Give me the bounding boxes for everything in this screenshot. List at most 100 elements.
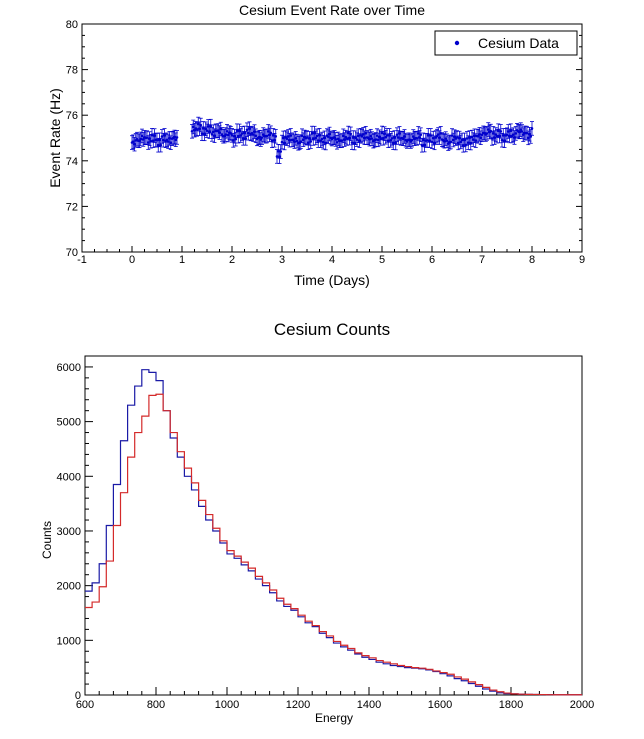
rate-data-point — [354, 136, 358, 140]
rate-data-point — [364, 131, 368, 135]
rate-data-point — [410, 138, 414, 142]
rate-data-point — [138, 139, 141, 143]
rate-legend-marker — [454, 40, 460, 46]
rate-data-point — [198, 127, 201, 131]
rate-data-point — [289, 134, 293, 137]
rate-data-point — [361, 133, 365, 136]
rate-data-point — [505, 133, 509, 137]
rate-data-point — [476, 134, 480, 138]
rate-data-point — [218, 131, 221, 134]
rate-data-point — [353, 141, 356, 145]
rate-data-point — [463, 138, 466, 142]
rate-data-point — [340, 139, 344, 142]
rate-x-tick-label: 8 — [529, 254, 535, 266]
rate-data-point — [495, 134, 499, 138]
rate-data-point — [418, 136, 421, 139]
counts-y-tick-label: 5000 — [57, 417, 81, 429]
rate-data-point — [381, 136, 385, 140]
rate-data-point — [314, 136, 318, 140]
rate-data-point — [150, 133, 154, 137]
rate-data-point — [253, 130, 256, 133]
rate-data-point — [526, 136, 530, 140]
rate-data-point — [279, 150, 283, 153]
rate-data-point — [469, 141, 473, 145]
rate-data-point — [311, 137, 315, 140]
rate-data-point — [430, 140, 434, 144]
counts-plot-frame — [84, 355, 583, 696]
rate-x-tick-label: 4 — [329, 254, 335, 266]
rate-data-point — [385, 134, 389, 137]
rate-data-point — [380, 131, 384, 135]
rate-data-point — [514, 132, 518, 135]
rate-data-point — [474, 139, 478, 142]
rate-data-point — [343, 138, 346, 141]
counts-y-tick-label: 4000 — [57, 471, 81, 483]
rate-data-point — [326, 135, 330, 138]
rate-data-point — [498, 134, 501, 138]
counts-chart-title: Cesium Counts — [274, 320, 390, 339]
rate-data-point — [386, 139, 390, 143]
rate-data-point — [443, 139, 446, 143]
rate-data-point — [368, 137, 371, 141]
rate-data-point — [219, 127, 223, 131]
rate-x-tick-label: 0 — [129, 254, 135, 266]
rate-data-point — [204, 127, 208, 131]
rate-data-point — [208, 130, 211, 133]
rate-data-point — [333, 136, 336, 139]
rate-y-tick-label: 76 — [66, 110, 78, 122]
rate-data-point — [201, 127, 205, 130]
rate-data-point — [146, 141, 150, 144]
rate-data-point — [445, 139, 449, 143]
rate-data-point — [345, 137, 349, 140]
rate-data-point — [168, 137, 171, 140]
rate-data-point — [389, 138, 393, 142]
rate-data-point — [235, 129, 239, 133]
rate-data-point — [423, 143, 426, 147]
rate-data-point — [225, 129, 229, 133]
rate-data-point — [174, 138, 178, 142]
rate-data-point — [383, 132, 386, 135]
rate-data-point — [393, 136, 396, 139]
rate-data-point — [420, 143, 424, 147]
rate-legend: Cesium Data — [434, 30, 578, 56]
rate-y-axis-title: Event Rate (Hz) — [47, 88, 63, 188]
rate-data-point — [246, 131, 250, 135]
rate-data-point — [465, 137, 469, 140]
rate-data-point — [455, 136, 459, 139]
rate-data-point — [480, 133, 484, 137]
rate-data-point — [346, 131, 350, 135]
rate-data-point — [501, 134, 505, 137]
rate-data-point — [411, 135, 415, 138]
rate-data-point — [473, 134, 476, 138]
rate-data-point — [305, 136, 309, 139]
rate-x-tick-label: 7 — [479, 254, 485, 266]
rate-data-point — [280, 140, 284, 144]
rate-data-point — [163, 134, 166, 137]
rate-data-point — [396, 136, 400, 139]
rate-x-tick-label: 1 — [179, 254, 185, 266]
rate-data-point — [444, 137, 448, 140]
rate-y-tick-label: 72 — [66, 201, 78, 213]
rate-data-point — [270, 139, 274, 143]
rate-data-point — [451, 138, 455, 142]
rate-data-point — [245, 128, 249, 132]
rate-data-point — [155, 138, 159, 142]
rate-data-point — [369, 134, 373, 138]
rate-data-point — [295, 139, 299, 143]
rate-x-axis-title: Time (Days) — [294, 272, 370, 288]
rate-data-point — [169, 141, 173, 145]
rate-data-point — [268, 133, 271, 137]
rate-data-point — [500, 138, 504, 142]
rate-data-point — [395, 133, 399, 136]
rate-data-point — [299, 140, 303, 143]
rate-data-point — [139, 137, 143, 141]
rate-data-point — [213, 134, 216, 137]
rate-data-point — [439, 132, 443, 135]
rate-data-point — [431, 136, 435, 140]
rate-data-point — [486, 128, 490, 131]
rate-data-point — [530, 127, 534, 130]
rate-data-point — [234, 137, 238, 141]
rate-data-point — [224, 133, 228, 136]
rate-data-point — [240, 132, 244, 135]
rate-data-point — [151, 139, 155, 142]
